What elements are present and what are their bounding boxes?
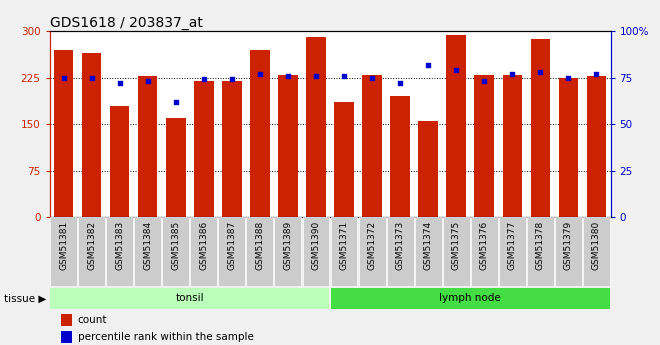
Point bbox=[535, 69, 546, 75]
Point bbox=[591, 71, 602, 77]
Bar bbox=[82, 53, 102, 217]
Bar bbox=[138, 76, 158, 217]
Point bbox=[563, 75, 574, 80]
Bar bbox=[50, 217, 77, 286]
Point bbox=[86, 75, 97, 80]
Text: GSM51374: GSM51374 bbox=[424, 221, 433, 270]
Bar bbox=[78, 217, 105, 286]
Text: tissue ▶: tissue ▶ bbox=[4, 294, 46, 303]
Text: GSM51387: GSM51387 bbox=[227, 221, 236, 270]
Text: lymph node: lymph node bbox=[440, 294, 501, 303]
Bar bbox=[499, 217, 526, 286]
Bar bbox=[50, 288, 329, 309]
Text: GSM51388: GSM51388 bbox=[255, 221, 265, 270]
Point bbox=[395, 80, 405, 86]
Text: GSM51376: GSM51376 bbox=[480, 221, 489, 270]
Point bbox=[255, 71, 265, 77]
Bar bbox=[471, 217, 498, 286]
Point bbox=[282, 73, 293, 79]
Text: percentile rank within the sample: percentile rank within the sample bbox=[78, 333, 253, 342]
Bar bbox=[61, 331, 72, 343]
Bar bbox=[387, 217, 414, 286]
Point bbox=[311, 73, 321, 79]
Bar bbox=[61, 314, 72, 326]
Bar bbox=[475, 75, 494, 217]
Text: GSM51377: GSM51377 bbox=[508, 221, 517, 270]
Bar bbox=[583, 217, 610, 286]
Bar bbox=[531, 39, 550, 217]
Bar bbox=[53, 50, 73, 217]
Text: GSM51385: GSM51385 bbox=[171, 221, 180, 270]
Text: GDS1618 / 203837_at: GDS1618 / 203837_at bbox=[50, 16, 203, 30]
Point bbox=[226, 77, 237, 82]
Bar bbox=[246, 217, 273, 286]
Point bbox=[367, 75, 378, 80]
Text: GSM51381: GSM51381 bbox=[59, 221, 68, 270]
Bar bbox=[558, 78, 578, 217]
Text: GSM51386: GSM51386 bbox=[199, 221, 209, 270]
Bar bbox=[166, 118, 185, 217]
Text: GSM51379: GSM51379 bbox=[564, 221, 573, 270]
Text: GSM51375: GSM51375 bbox=[451, 221, 461, 270]
Bar bbox=[190, 217, 217, 286]
Point bbox=[423, 62, 434, 67]
Text: count: count bbox=[78, 315, 107, 325]
Text: tonsil: tonsil bbox=[176, 294, 204, 303]
Bar bbox=[358, 217, 385, 286]
Text: GSM51384: GSM51384 bbox=[143, 221, 152, 270]
Bar bbox=[218, 217, 246, 286]
Point bbox=[143, 79, 153, 84]
Bar bbox=[302, 217, 329, 286]
Bar bbox=[443, 217, 470, 286]
Bar bbox=[331, 217, 358, 286]
Text: GSM51371: GSM51371 bbox=[339, 221, 348, 270]
Text: GSM51373: GSM51373 bbox=[395, 221, 405, 270]
Bar bbox=[194, 81, 214, 217]
Point bbox=[199, 77, 209, 82]
Bar bbox=[278, 75, 298, 217]
Text: GSM51378: GSM51378 bbox=[536, 221, 545, 270]
Bar bbox=[110, 106, 129, 217]
Bar bbox=[418, 121, 438, 217]
Bar bbox=[106, 217, 133, 286]
Bar bbox=[331, 288, 610, 309]
Text: GSM51383: GSM51383 bbox=[115, 221, 124, 270]
Point bbox=[479, 79, 490, 84]
Bar bbox=[527, 217, 554, 286]
Bar bbox=[414, 217, 442, 286]
Bar bbox=[250, 50, 270, 217]
Bar bbox=[390, 96, 410, 217]
Point bbox=[451, 67, 461, 73]
Bar bbox=[275, 217, 302, 286]
Bar bbox=[502, 75, 522, 217]
Bar bbox=[555, 217, 582, 286]
Bar bbox=[334, 102, 354, 217]
Text: GSM51380: GSM51380 bbox=[592, 221, 601, 270]
Bar bbox=[134, 217, 161, 286]
Bar bbox=[587, 76, 607, 217]
Point bbox=[114, 80, 125, 86]
Point bbox=[170, 99, 181, 105]
Bar bbox=[446, 36, 466, 217]
Text: GSM51382: GSM51382 bbox=[87, 221, 96, 270]
Bar bbox=[362, 75, 382, 217]
Bar bbox=[222, 81, 242, 217]
Point bbox=[58, 75, 69, 80]
Bar bbox=[162, 217, 189, 286]
Point bbox=[339, 73, 349, 79]
Text: GSM51372: GSM51372 bbox=[368, 221, 377, 270]
Text: GSM51389: GSM51389 bbox=[283, 221, 292, 270]
Bar bbox=[306, 37, 326, 217]
Point bbox=[507, 71, 517, 77]
Text: GSM51390: GSM51390 bbox=[312, 221, 321, 270]
